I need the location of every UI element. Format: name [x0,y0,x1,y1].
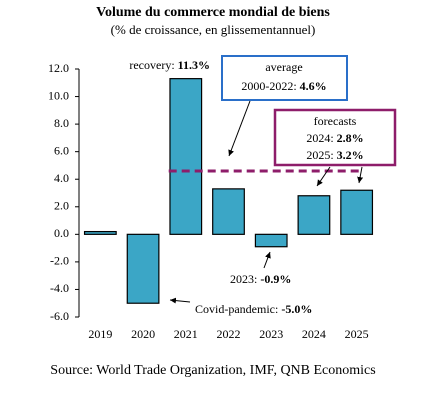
arrow [357,166,364,184]
plot: -6.0 -4.0 -2.0 0.0 2.0 4.0 6.0 8.0 10.0 12.0 2019 2… [48,61,374,341]
y-tick-label: -6.0 [50,309,69,323]
forecast-annotation: 2024: 2.8% [306,131,363,145]
arrow [228,100,251,157]
y-tick-label: 6.0 [54,143,69,157]
x-tick-label: 2023 [259,327,283,341]
y-tick-label: -2.0 [50,254,69,268]
x-tick-label: 2024 [302,327,326,341]
chart-title: Volume du commerce mondial de biens [96,5,330,20]
forecasts-text: forecasts [314,114,357,128]
average-annotation: 2000-2022: 4.6% [241,79,326,93]
annotation-text: recovery: [129,58,177,72]
annotation-text: 2023: [230,272,260,286]
annotation-text: 2025: [306,148,336,162]
average-label: 4.6% [300,79,327,93]
bar [212,188,245,235]
x-tick-label: 2021 [174,327,198,341]
y-tick-label: 2.0 [54,199,69,213]
y-tick-label: 0.0 [54,226,69,240]
bar [340,189,374,235]
forecast-annotation: 2025: 3.2% [306,148,363,162]
chart-subtitle: (% de croissance, en glissementannuel) [111,22,316,37]
value-label: -5.0% [281,302,312,316]
value-label: 2.8% [337,131,364,145]
x-tick-label: 2020 [131,327,155,341]
bar [126,233,160,304]
chart: Volume du commerce mondial de biens (% d… [48,5,397,341]
value-label: -0.9% [260,272,291,286]
y2023-annotation: 2023: -0.9% [230,272,291,286]
y-tick-label: 10.0 [48,88,69,102]
forecasts-box [273,108,397,167]
x-tick-label: 2025 [345,327,369,341]
y-tick-label: 4.0 [54,171,69,185]
source: Source: World Trade Organization, IMF, Q… [50,363,376,378]
x-tick-label: 2022 [217,327,241,341]
arrow [263,251,271,269]
covid-annotation: Covid-pandemic: -5.0% [195,302,312,316]
bar [169,78,203,235]
average-box [221,55,348,101]
x-tick-label: 2019 [88,327,112,341]
value-label: 11.3% [178,58,210,72]
y-tick-label: 12.0 [48,61,69,75]
bar [254,233,288,248]
recovery-annotation: recovery: 11.3% [129,58,210,72]
value-label: 3.2% [337,148,364,162]
annotation-text: 2024: [306,131,336,145]
arrow [316,166,331,187]
average-period: 2000-2022: [241,79,299,93]
bar [297,195,331,235]
y-tick-label: 8.0 [54,116,69,130]
annotation-text: Covid-pandemic: [195,302,281,316]
arrow [169,297,191,304]
y-tick-label: -4.0 [50,281,69,295]
bar [83,230,117,235]
average-text: average [265,60,302,74]
